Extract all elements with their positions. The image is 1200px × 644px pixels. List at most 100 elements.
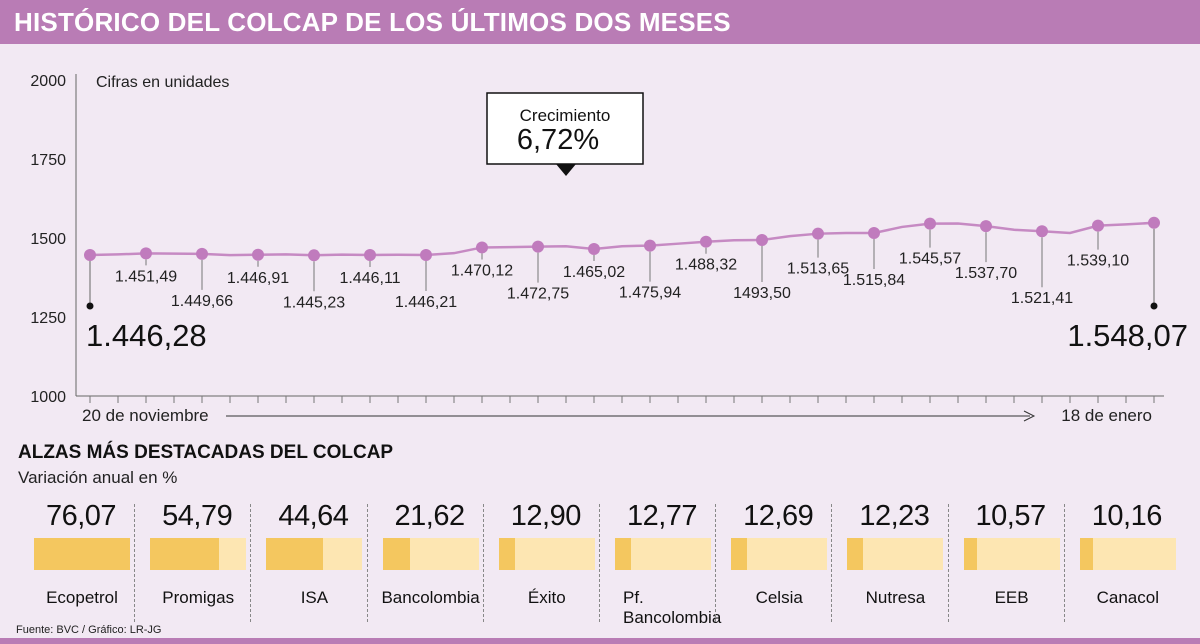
- gainer-bar-track: [34, 538, 130, 570]
- point-value-label: 1.537,70: [955, 265, 1017, 282]
- data-point-marker: [812, 227, 824, 240]
- gainer-bar-track: [1079, 538, 1176, 570]
- gainers-title: ALZAS MÁS DESTACADAS DEL COLCAP: [18, 442, 394, 463]
- gainer-bar: [498, 538, 516, 570]
- gainer-separator: [831, 504, 833, 622]
- data-point-marker: [756, 234, 768, 247]
- unit-note: Cifras en unidades: [96, 74, 229, 91]
- gainer-separator: [947, 504, 949, 622]
- gainer-value: 12,90: [510, 500, 582, 532]
- gainer-bar: [382, 538, 410, 570]
- gainer-bar-track: [847, 538, 944, 570]
- gainer-value: 21,62: [394, 500, 466, 532]
- growth-callout-pointer: [556, 164, 576, 176]
- gainer-item: 54,79 Promigas: [134, 500, 250, 626]
- gainer-value: 10,57: [975, 500, 1047, 532]
- y-tick-label: 1750: [30, 152, 66, 169]
- y-tick-label: 1250: [30, 310, 66, 327]
- gainer-name: Pf. Bancolombia: [623, 588, 722, 627]
- point-value-label: 1.449,66: [171, 293, 233, 310]
- y-tick-label: 2000: [30, 73, 66, 90]
- chart-title: HISTÓRICO DEL COLCAP DE LOS ÚLTIMOS DOS …: [14, 7, 731, 37]
- point-value-label: 1.488,32: [675, 257, 737, 274]
- gainer-bar: [150, 538, 220, 570]
- gainer-item: 21,62 Bancolombia: [366, 500, 483, 626]
- gainer-bar-track: [266, 538, 363, 570]
- gainer-value: 76,07: [45, 500, 117, 532]
- gainer-bar: [34, 538, 130, 570]
- gainer-bar-track: [615, 538, 711, 570]
- point-value-label: 1.451,49: [115, 268, 177, 285]
- gainer-item: 12,69 Celsia: [715, 500, 831, 626]
- gainer-bar: [731, 538, 748, 570]
- point-value-label: 1.465,02: [563, 264, 625, 281]
- data-point-marker: [1036, 225, 1048, 238]
- point-value-label: 1.515,84: [843, 272, 905, 289]
- data-point-marker: [644, 239, 656, 252]
- gainer-bar-track: [150, 538, 247, 570]
- x-start-label: 20 de noviembre: [82, 406, 209, 425]
- endpoint-value-label: 1.446,28: [86, 318, 207, 353]
- gainer-bar: [266, 538, 323, 570]
- gainer-separator: [366, 504, 368, 622]
- gainer-name: Promigas: [162, 588, 235, 607]
- data-point-marker: [196, 247, 208, 260]
- footer-bar: [0, 638, 1200, 644]
- data-point-marker: [476, 241, 488, 254]
- gainer-name: Nutresa: [865, 588, 926, 607]
- point-value-label: 1.545,57: [899, 251, 961, 268]
- gainer-value: 12,69: [743, 500, 814, 532]
- source-note: Fuente: BVC / Gráfico: LR-JG: [16, 624, 162, 636]
- data-point-marker: [532, 240, 544, 253]
- gainer-item: 76,07 Ecopetrol: [18, 500, 134, 626]
- gainers-subtitle: Variación anual en %: [18, 468, 178, 487]
- gainer-separator: [250, 504, 252, 622]
- gainer-item: 44,64 ISA: [250, 500, 366, 626]
- gainer-separator: [482, 504, 484, 622]
- x-end-label: 18 de enero: [1061, 406, 1152, 425]
- gainer-separator: [715, 504, 717, 622]
- gainer-bar-track: [382, 538, 479, 570]
- gainer-item: 12,23 Nutresa: [831, 500, 947, 626]
- point-value-label: 1.539,10: [1067, 253, 1129, 270]
- data-point-marker: [588, 243, 600, 256]
- point-value-label: 1.446,11: [339, 270, 400, 287]
- gainer-bar: [1079, 538, 1093, 570]
- data-point-marker: [868, 226, 880, 239]
- data-point-marker: [700, 235, 712, 248]
- data-point-marker: [140, 247, 152, 260]
- data-point-marker: [84, 248, 96, 261]
- gainer-value: 12,23: [859, 500, 930, 532]
- data-point-marker: [1148, 216, 1160, 229]
- point-value-label: 1.475,94: [619, 285, 681, 302]
- point-value-label: 1.470,12: [451, 262, 513, 279]
- gainer-name: Bancolombia: [381, 588, 480, 607]
- point-value-label: 1.445,23: [283, 294, 345, 311]
- point-value-label: 1493,50: [733, 285, 791, 302]
- timeline-arrowhead: [1023, 410, 1036, 422]
- colcap-line-chart: 2000 1750 1500 1250 1000 Cifras en unidades 20…: [30, 73, 1188, 425]
- y-tick-label: 1000: [30, 389, 66, 406]
- endpoint-dot: [1150, 302, 1158, 310]
- gainer-bar-track: [963, 538, 1060, 570]
- growth-callout-title: Crecimiento: [520, 106, 611, 125]
- gainer-value: 54,79: [162, 500, 233, 532]
- gainer-separator: [599, 504, 600, 622]
- growth-callout-value: 6,72%: [517, 124, 599, 156]
- data-point-marker: [308, 249, 320, 262]
- gainer-value: 12,77: [626, 500, 698, 532]
- gainer-name: ISA: [300, 588, 329, 607]
- header-banner: HISTÓRICO DEL COLCAP DE LOS ÚLTIMOS DOS …: [0, 0, 1200, 44]
- gainer-bar: [615, 538, 632, 570]
- gainer-name: Celsia: [755, 588, 803, 607]
- data-point-marker: [252, 248, 264, 261]
- gainer-name: Ecopetrol: [46, 588, 118, 607]
- gainer-item: 10,16 Canacol: [1063, 500, 1180, 626]
- gainer-name: EEB: [994, 588, 1029, 607]
- gainer-separator: [134, 504, 136, 622]
- endpoint-value-label: 1.548,07: [1067, 318, 1188, 353]
- point-value-label: 1.513,65: [787, 261, 849, 278]
- growth-callout-box: [486, 92, 644, 165]
- point-value-label: 1.472,75: [507, 286, 569, 303]
- gainer-bar-track: [498, 538, 595, 570]
